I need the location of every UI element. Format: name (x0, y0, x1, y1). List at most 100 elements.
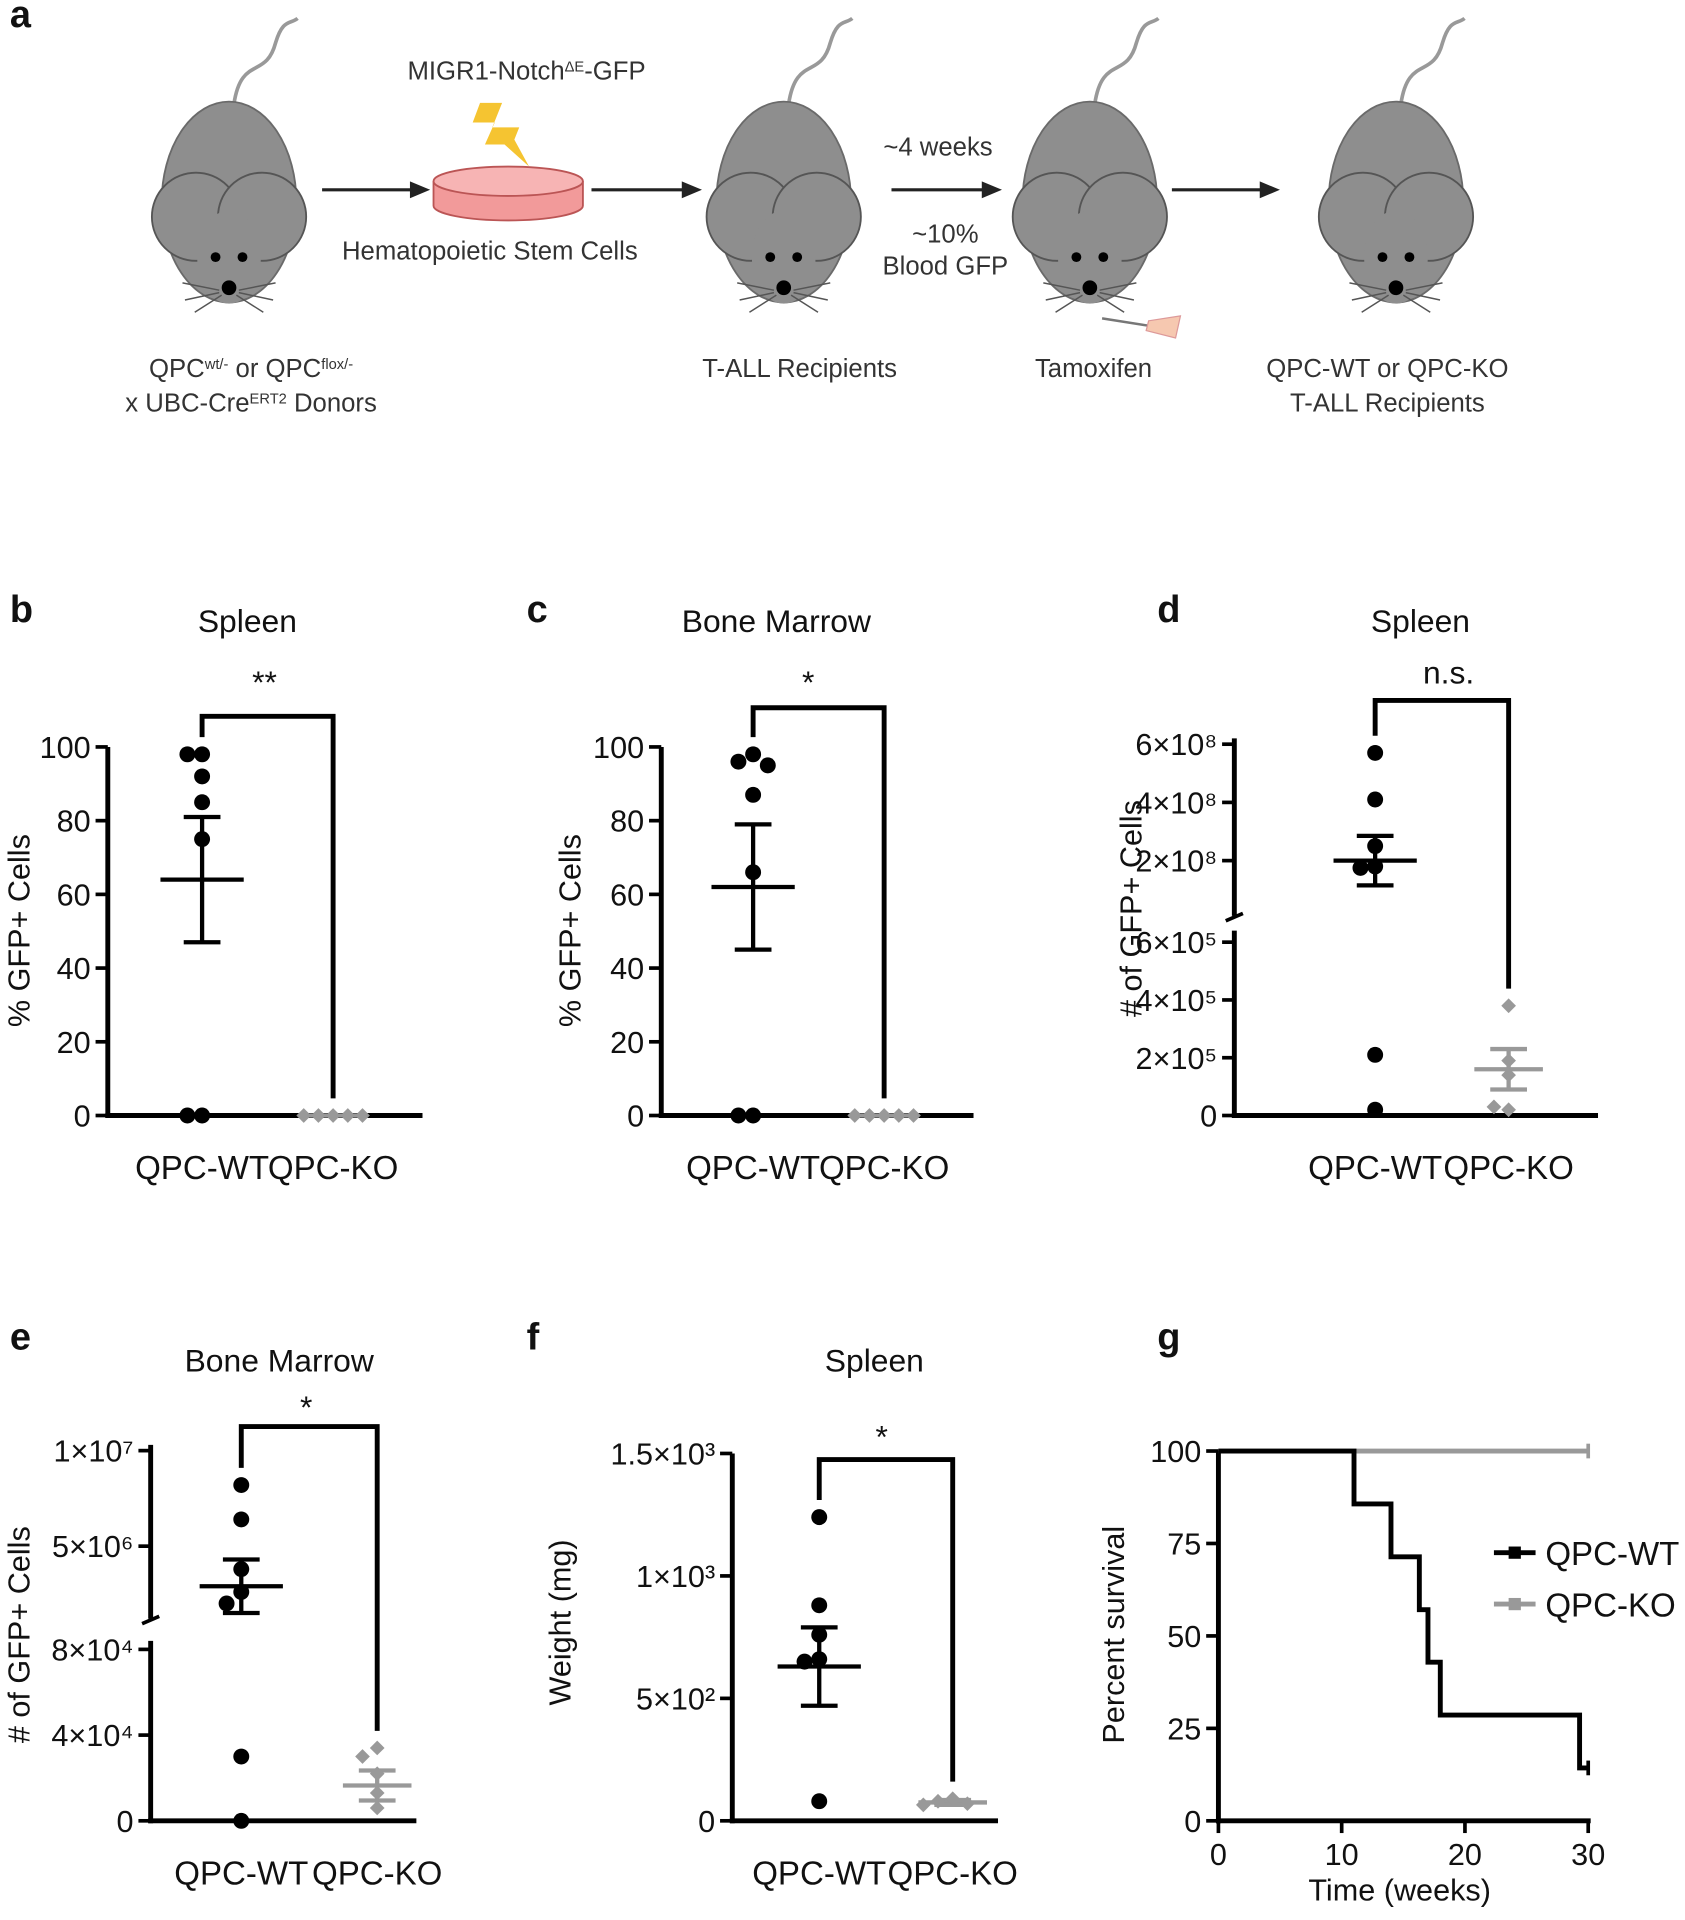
panel-letter: f (527, 1316, 540, 1358)
y-tick-label: 2×10⁸ (1135, 845, 1217, 879)
data-point (233, 1584, 250, 1600)
x-axis-label: Time (weeks) (1308, 1873, 1491, 1907)
data-point (730, 1107, 747, 1124)
x-tick-label: 30 (1571, 1838, 1605, 1872)
y-tick-label: 40 (610, 952, 644, 986)
data-point (1367, 1046, 1384, 1063)
panel-letter: b (10, 589, 33, 631)
y-tick-label: 25 (1167, 1712, 1201, 1746)
x-tick-label: QPC-WT (1308, 1150, 1442, 1187)
data-point (1367, 858, 1384, 875)
mouse-icon (150, 16, 309, 315)
significance-bracket (1372, 697, 1512, 989)
data-point (811, 1626, 828, 1643)
x-tick-label: QPC-KO (1443, 1150, 1573, 1187)
y-tick-label: 20 (57, 1026, 91, 1060)
x-tick-label: QPC-WT (174, 1855, 308, 1892)
y-tick-label: 0 (74, 1100, 91, 1134)
y-tick-label: 100 (593, 731, 644, 765)
data-point (1367, 1101, 1384, 1118)
data-point (796, 1653, 813, 1670)
chart-title: Spleen (198, 603, 297, 639)
y-tick-label: 8×10⁴ (51, 1633, 133, 1667)
x-tick-label: 20 (1448, 1838, 1482, 1872)
chart-title: Spleen (1371, 603, 1470, 639)
x-tick-label: QPC-KO (312, 1855, 442, 1892)
data-point (906, 1108, 921, 1123)
y-tick-label: 2×10⁵ (1136, 1042, 1218, 1076)
blood-label: ~10% (912, 220, 978, 248)
chart-title: Bone Marrow (682, 603, 872, 639)
chart-title: Bone Marrow (185, 1342, 375, 1378)
data-point (745, 864, 762, 881)
syringe-icon (1101, 315, 1182, 339)
y-tick-label: 4×10⁵ (1136, 984, 1218, 1018)
data-point (194, 831, 211, 848)
axis-break (141, 1614, 160, 1626)
data-point (876, 1108, 892, 1123)
donor-label: QPCwt/- or QPCflox/- (149, 355, 353, 383)
y-tick-label: 6×10⁸ (1135, 728, 1217, 762)
outcome-label: QPC-WT or QPC-KO (1266, 355, 1508, 383)
legend-label: QPC-KO (1545, 1587, 1675, 1624)
legend-label: QPC-WT (1545, 1536, 1679, 1573)
x-tick-label: 0 (1210, 1838, 1227, 1872)
mouse-icon (1316, 16, 1475, 315)
y-axis-label: # of GFP+ Cells (2, 1526, 36, 1743)
data-point (960, 1796, 975, 1812)
schematic: a MIGR1-NotchΔE-GFP Hematopoietic Stem C… (10, 0, 1509, 417)
donor-label: x UBC-CreERT2 Donors (125, 389, 377, 417)
panel-letter: g (1157, 1316, 1180, 1358)
data-point (194, 768, 211, 785)
error-bar (734, 822, 772, 952)
data-point (759, 757, 776, 774)
y-tick-label: 100 (1150, 1435, 1201, 1469)
outcome-label: T-ALL Recipients (1290, 389, 1485, 417)
data-point (1501, 998, 1516, 1014)
y-axis-label: # of GFP+ Cells (1114, 800, 1148, 1017)
legend-marker (1508, 1597, 1521, 1611)
significance-bracket (816, 1457, 956, 1782)
significance-label: * (802, 664, 814, 700)
data-point (179, 746, 196, 763)
y-tick-label: 1×10³ (636, 1560, 715, 1594)
data-point (1367, 791, 1384, 808)
y-tick-label: 6×10⁵ (1136, 926, 1218, 960)
y-axis-label: Percent survival (1097, 1526, 1131, 1744)
data-point (194, 794, 211, 811)
data-point (179, 1107, 196, 1124)
data-point (730, 753, 747, 770)
significance-label: ** (252, 664, 277, 700)
data-point (847, 1108, 863, 1123)
survival-curve (1218, 1448, 1589, 1771)
cells-label: Hematopoietic Stem Cells (342, 238, 638, 266)
data-point (1367, 838, 1384, 855)
panel-letter: c (527, 589, 548, 631)
data-point (891, 1108, 907, 1123)
data-point (745, 746, 762, 763)
y-tick-label: 0 (1184, 1805, 1201, 1839)
y-axis-label: % GFP+ Cells (553, 834, 587, 1027)
panel-letter: e (10, 1316, 31, 1358)
data-point (811, 1597, 828, 1614)
data-point (811, 1793, 828, 1810)
data-point (930, 1793, 946, 1809)
y-axis-label: % GFP+ Cells (2, 834, 36, 1027)
data-point (369, 1785, 385, 1801)
y-tick-label: 60 (57, 878, 91, 912)
x-tick-label: QPC-KO (819, 1150, 949, 1187)
panel-letter: a (10, 0, 32, 36)
data-point (233, 1748, 250, 1765)
data-point (325, 1108, 341, 1123)
data-point (745, 786, 762, 803)
data-point (745, 1107, 762, 1124)
time-label: ~4 weeks (883, 134, 992, 162)
significance-label: * (300, 1389, 312, 1425)
data-point (1501, 1102, 1516, 1118)
y-tick-label: 0 (698, 1805, 715, 1839)
data-point (233, 1511, 250, 1528)
y-tick-label: 1.5×10³ (610, 1437, 715, 1471)
y-tick-label: 50 (1167, 1620, 1201, 1654)
y-tick-label: 40 (57, 952, 91, 986)
y-axis-label: Weight (mg) (544, 1539, 578, 1705)
